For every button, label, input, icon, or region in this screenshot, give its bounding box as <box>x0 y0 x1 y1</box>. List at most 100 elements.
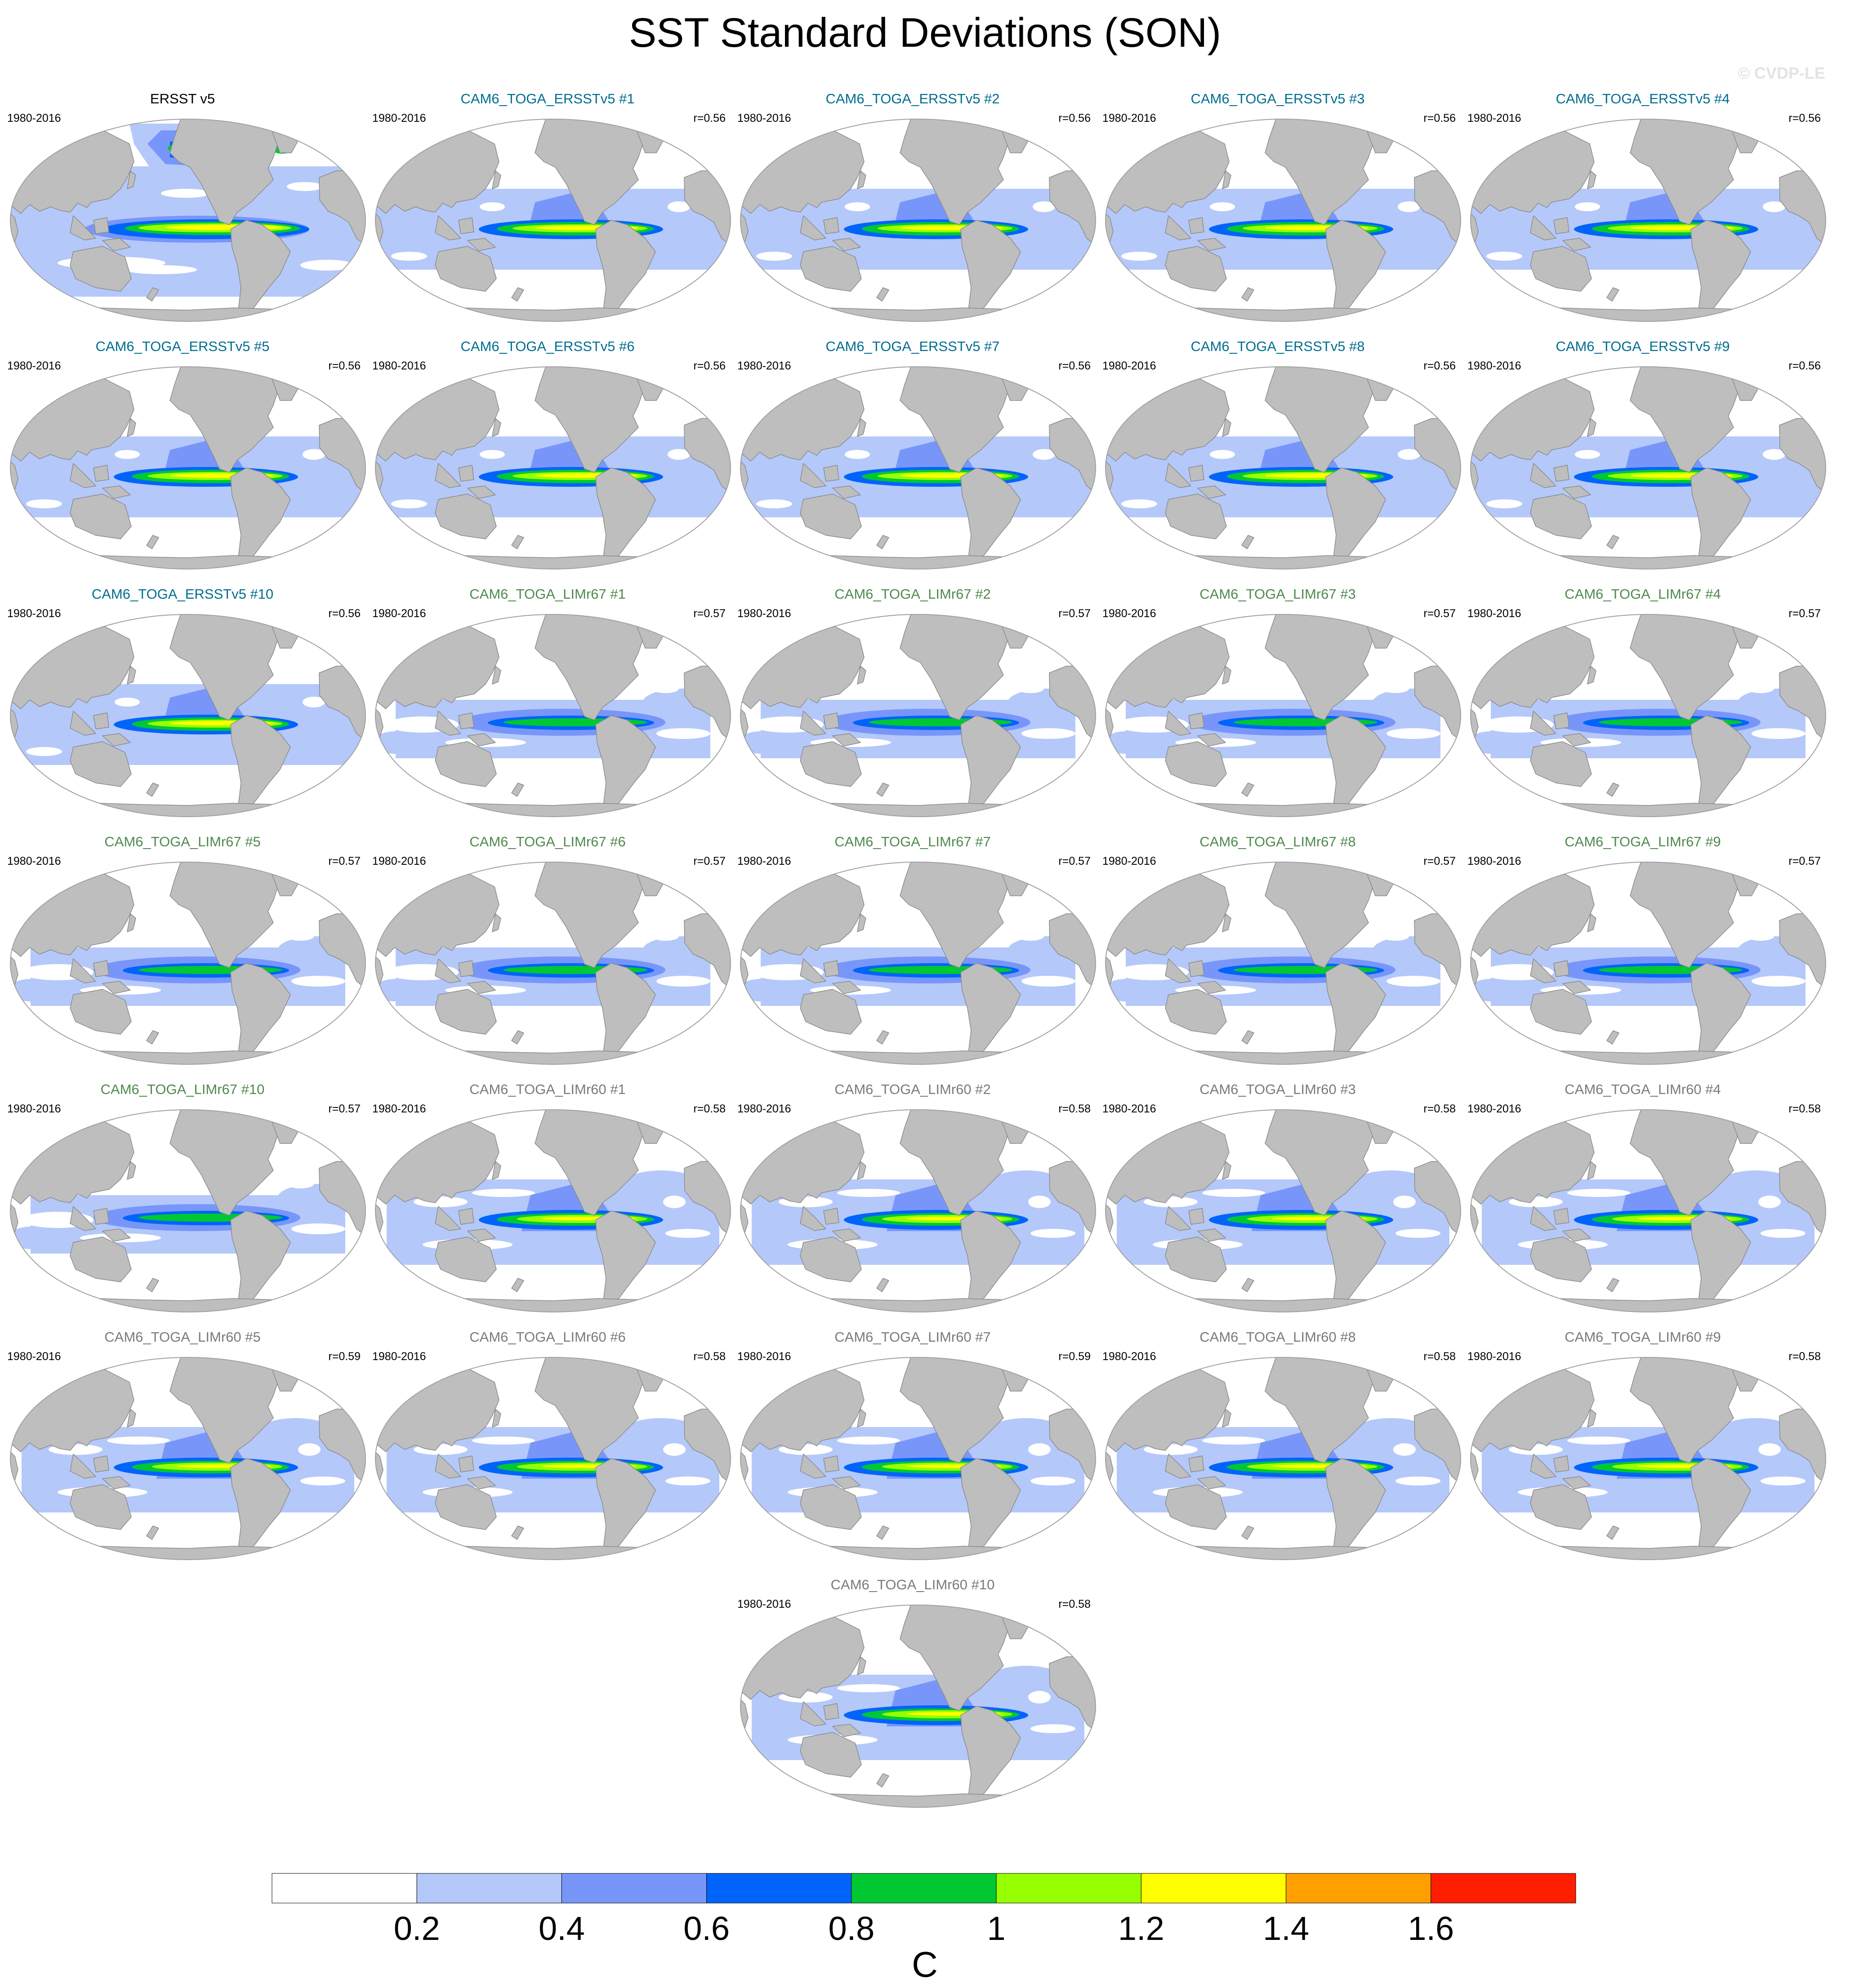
land-japan <box>127 666 136 685</box>
land-new-guinea <box>1197 1476 1226 1490</box>
panel-title: CAM6_TOGA_LIMr60 #8 <box>1199 1329 1356 1345</box>
map-border <box>740 614 1096 817</box>
land-japan <box>492 1161 501 1180</box>
panel-pattern-correlation: r=0.56 <box>1423 112 1456 125</box>
land-maritime-se-asia <box>435 463 461 488</box>
land-new-guinea <box>1562 1476 1591 1490</box>
panel-years: 1980-2016 <box>1467 855 1521 867</box>
map-border <box>740 1357 1096 1560</box>
panel-years: 1980-2016 <box>372 360 426 372</box>
land-japan <box>1222 418 1231 437</box>
land-south-america <box>960 1210 1021 1310</box>
contour-fill <box>1395 1477 1440 1485</box>
panel-title: CAM6_TOGA_LIMr60 #7 <box>834 1329 991 1345</box>
map-panel: CAM6_TOGA_ERSSTv5 #6 1980-2016 r=0.56 <box>365 338 731 574</box>
land-new-zealand <box>1241 783 1254 797</box>
land-maritime-se-asia <box>1165 1206 1191 1231</box>
land-borneo <box>823 465 839 482</box>
contour-fill <box>1486 252 1522 261</box>
contour-fill <box>1033 201 1055 212</box>
contour-fill <box>1202 1189 1265 1197</box>
contour-fill <box>656 976 710 987</box>
contour-fill <box>837 1189 900 1197</box>
land-south-america <box>1690 963 1751 1063</box>
map-panel: CAM6_TOGA_LIMr67 #7 1980-2016 r=0.57 <box>730 833 1096 1069</box>
land-new-zealand <box>1241 1525 1254 1540</box>
sst-map <box>10 614 366 817</box>
panel-title: CAM6_TOGA_LIMr67 #7 <box>834 834 991 849</box>
panel-title: CAM6_TOGA_LIMr67 #9 <box>1565 834 1721 849</box>
panel-years: 1980-2016 <box>1467 607 1521 620</box>
sst-map <box>1470 366 1826 569</box>
land-new-zealand <box>876 1278 889 1292</box>
sst-map <box>740 862 1096 1065</box>
contour-fill <box>480 450 505 459</box>
colorbar-swatch <box>1286 1873 1431 1903</box>
contour-fill <box>1121 252 1157 261</box>
land-maritime-se-asia <box>800 463 826 488</box>
contour-fill <box>663 1443 686 1456</box>
panel-pattern-correlation: r=0.58 <box>1058 1598 1091 1610</box>
land-south-america <box>1325 220 1386 320</box>
land-borneo <box>93 712 109 729</box>
sst-contours <box>10 124 366 297</box>
contour-fill <box>652 684 679 693</box>
land-new-guinea <box>1562 733 1591 747</box>
contour-fill <box>115 698 140 707</box>
land-new-guinea <box>467 1228 496 1242</box>
contour-fill <box>1386 728 1440 739</box>
panel-title: CAM6_TOGA_LIMr67 #3 <box>1199 586 1356 602</box>
panel-pattern-correlation: r=0.56 <box>1788 360 1821 372</box>
contour-fill <box>125 265 197 274</box>
map-panel: CAM6_TOGA_ERSSTv5 #2 1980-2016 r=0.56 <box>730 90 1096 326</box>
sst-map <box>740 614 1096 817</box>
land-borneo <box>823 1208 839 1225</box>
land-new-guinea <box>832 485 861 499</box>
panel-pattern-correlation: r=0.57 <box>693 855 726 867</box>
land-maritime-se-asia <box>1165 1454 1191 1479</box>
land-borneo <box>458 465 474 482</box>
map-border <box>1105 1357 1461 1560</box>
contour-fill <box>652 932 679 941</box>
land-borneo <box>1188 217 1204 234</box>
contour-fill <box>663 1196 686 1208</box>
land-maritime-se-asia <box>70 1206 96 1231</box>
contour-fill <box>115 450 140 459</box>
map-border <box>10 366 366 569</box>
colorbar-swatch <box>851 1873 997 1903</box>
contour-fill <box>1395 1229 1440 1238</box>
land-australia <box>435 1236 497 1282</box>
land-new-guinea <box>1562 485 1591 499</box>
panel-years: 1980-2016 <box>7 112 61 125</box>
land-new-guinea <box>832 1724 861 1737</box>
land-japan <box>857 418 866 437</box>
contour-fill <box>837 1437 900 1445</box>
contour-fill <box>1382 684 1409 693</box>
panel-title: CAM6_TOGA_ERSSTv5 #2 <box>825 91 1000 107</box>
contour-fill <box>107 1437 170 1445</box>
panel-title: CAM6_TOGA_LIMr60 #5 <box>104 1329 261 1345</box>
land-new-guinea <box>102 1476 131 1490</box>
land-new-zealand <box>1241 535 1254 549</box>
contour-fill <box>26 499 62 508</box>
panel-pattern-correlation: r=0.58 <box>1788 1350 1821 1363</box>
land-new-zealand <box>511 1525 524 1540</box>
map-panel: CAM6_TOGA_ERSSTv5 #3 1980-2016 r=0.56 <box>1095 90 1461 326</box>
map-border <box>375 1109 731 1312</box>
map-border <box>1105 862 1461 1065</box>
land-new-zealand <box>1606 1278 1619 1292</box>
sst-map <box>740 1109 1096 1312</box>
map-border <box>740 119 1096 322</box>
panel-pattern-correlation: r=0.56 <box>1423 360 1456 372</box>
map-border <box>1470 862 1826 1065</box>
panel-pattern-correlation: r=0.56 <box>1058 360 1091 372</box>
panel-title: CAM6_TOGA_LIMr60 #10 <box>830 1577 995 1592</box>
panel-title: CAM6_TOGA_ERSSTv5 #1 <box>460 91 635 107</box>
sst-map <box>10 862 366 1065</box>
land-south-america <box>1325 963 1386 1063</box>
contour-fill <box>665 1477 710 1485</box>
map-panel: CAM6_TOGA_ERSSTv5 #7 1980-2016 r=0.56 <box>730 338 1096 574</box>
panel-pattern-correlation: r=0.58 <box>693 1350 726 1363</box>
land-australia <box>800 246 862 292</box>
contour-fill <box>1030 1477 1075 1485</box>
